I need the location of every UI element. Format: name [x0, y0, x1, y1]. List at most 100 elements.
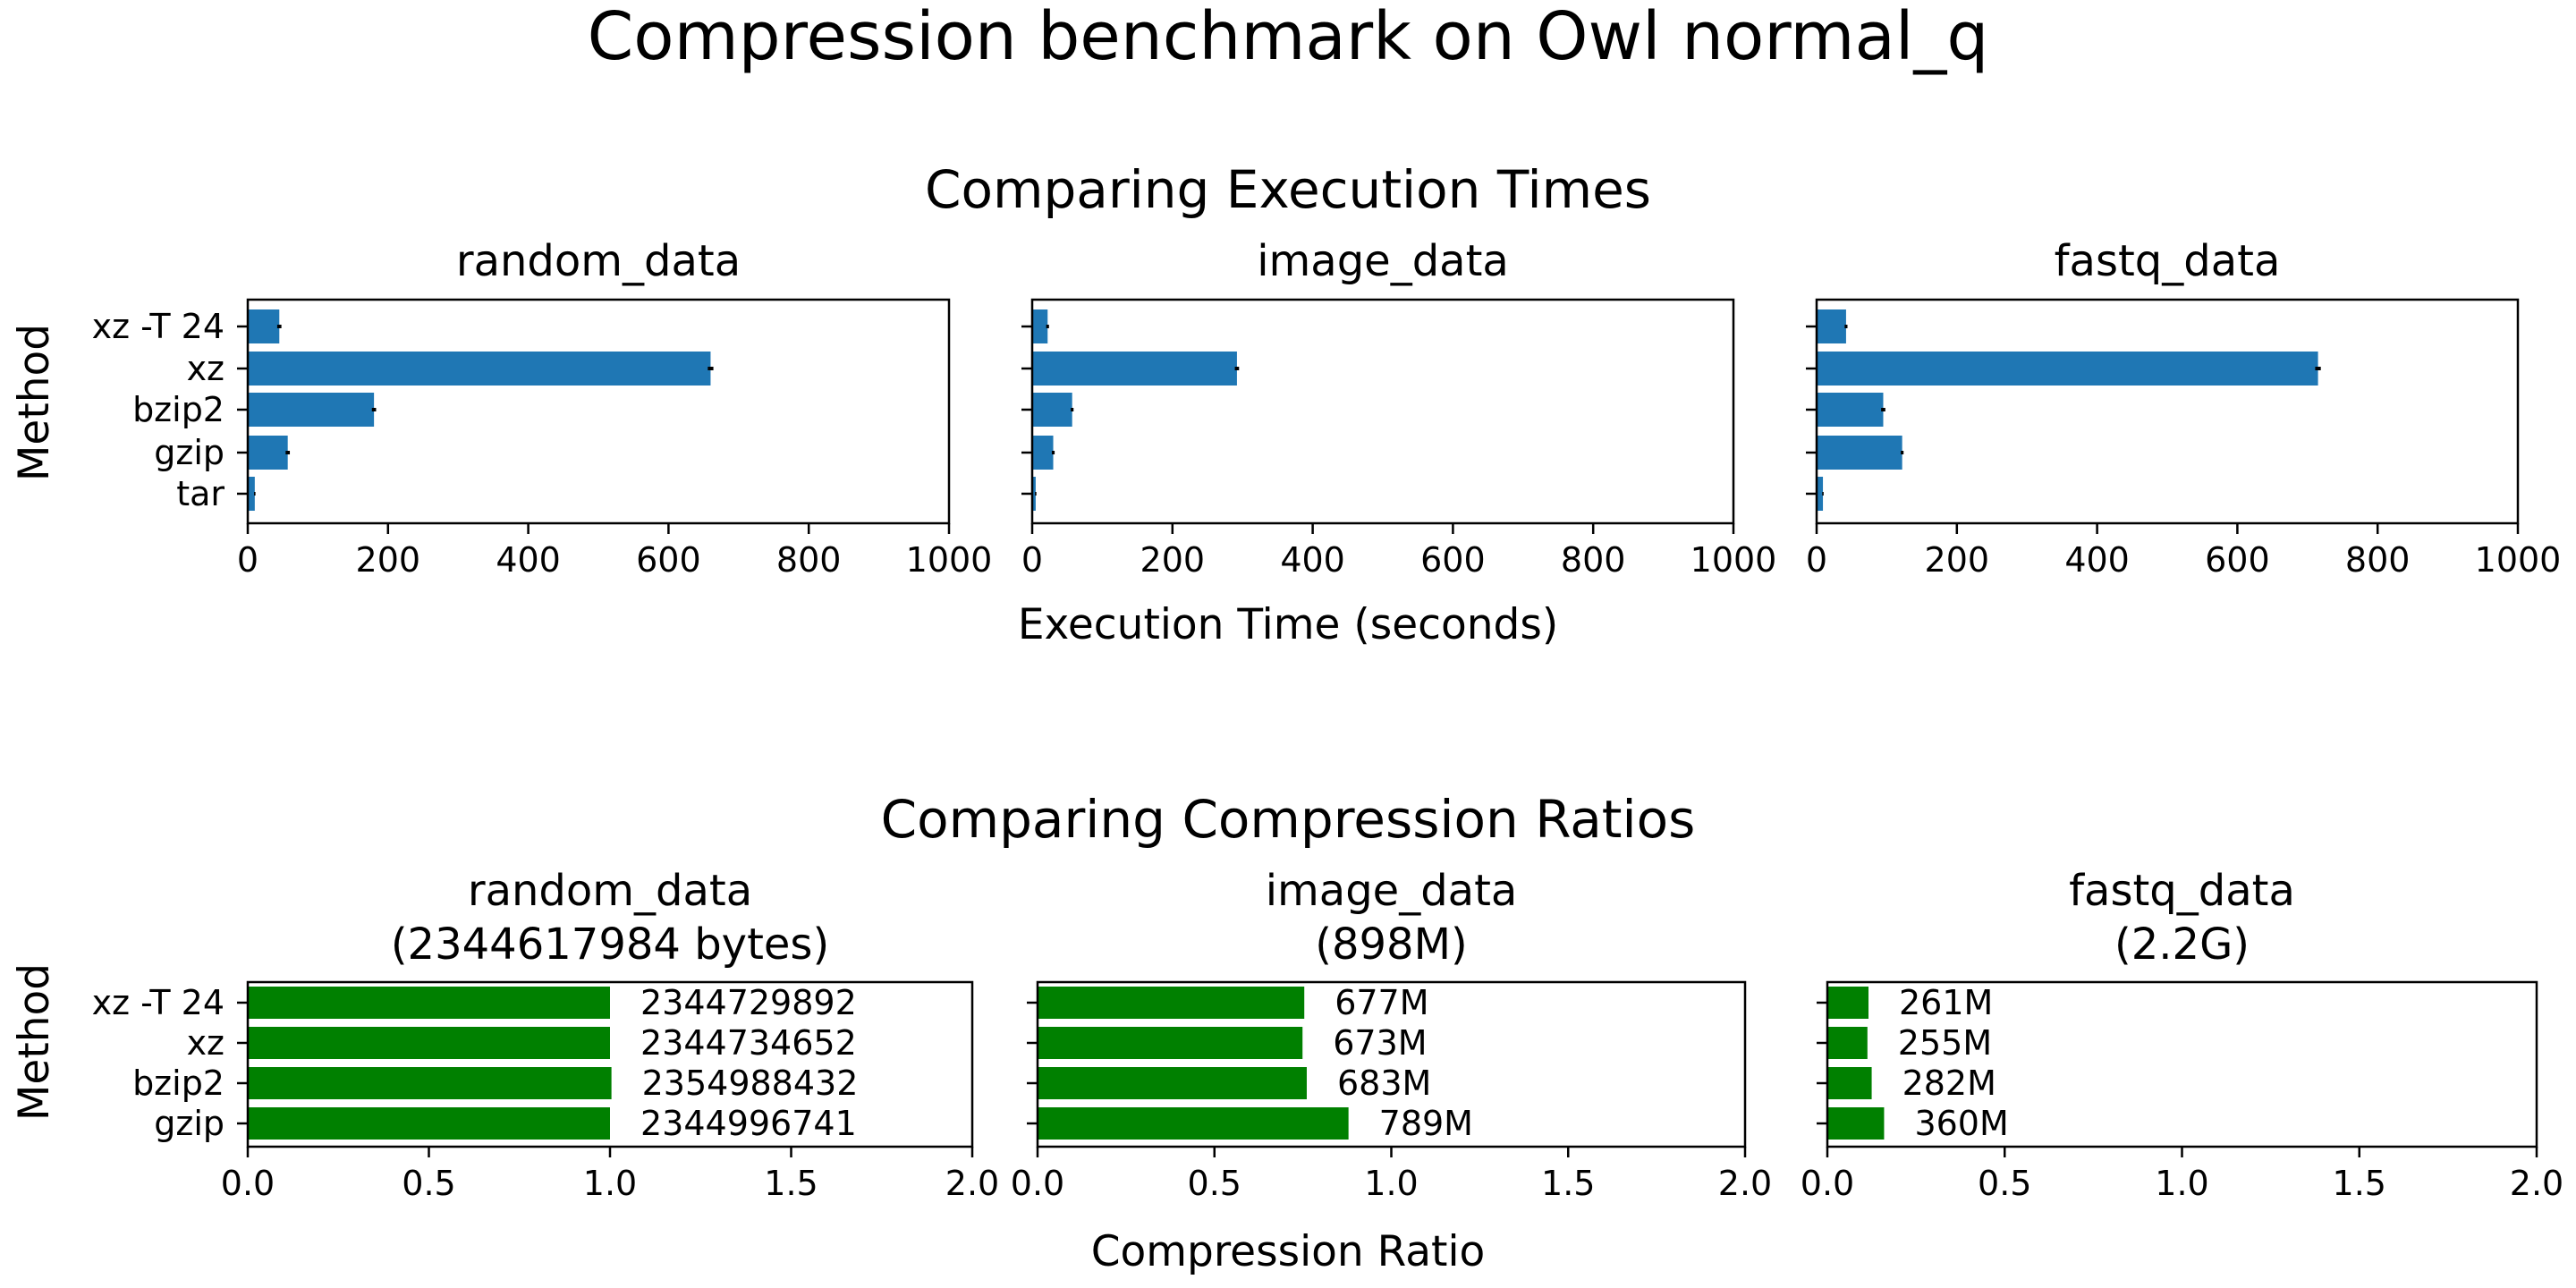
x-tick-label: 0.0	[1011, 1164, 1064, 1203]
x-tick-label: 1000	[1690, 540, 1777, 580]
data-label-xz: 673M	[1333, 1023, 1427, 1063]
x-tick-label: 600	[636, 540, 701, 580]
bar-xz	[1038, 1027, 1303, 1059]
data-label-xz: 255M	[1898, 1023, 1992, 1063]
ratios-y-axis-label: Method	[10, 963, 59, 1121]
x-tick-label: 400	[2064, 540, 2130, 580]
y-tick-label-xz-t-24: xz -T 24	[92, 307, 225, 346]
subplot-subtitle: (2344617984 bytes)	[391, 919, 829, 970]
x-tick-label: 1.0	[583, 1164, 637, 1203]
bar-tar	[1817, 477, 1824, 511]
times-x-axis-label: Execution Time (seconds)	[1018, 600, 1558, 649]
plot-frame	[246, 298, 951, 525]
subplot-subtitle: (2.2G)	[2114, 919, 2250, 970]
ratios-section-title: Comparing Compression Ratios	[881, 789, 1696, 850]
bar-gzip	[1032, 436, 1054, 470]
x-tick-label: 200	[356, 540, 421, 580]
y-tick-label-xz: xz	[187, 349, 225, 388]
bar-gzip	[1827, 1107, 1885, 1140]
y-tick-label-tar: tar	[176, 474, 225, 513]
data-label-xz-t-24: 2344729892	[640, 983, 857, 1022]
x-tick-label: 1000	[2475, 540, 2562, 580]
data-label-gzip: 789M	[1379, 1104, 1473, 1143]
bar-xz	[248, 352, 711, 386]
subplot-subtitle: (898M)	[1315, 919, 1467, 970]
plot-frame	[1815, 298, 2520, 525]
x-tick-label: 600	[1420, 540, 1486, 580]
bar-bzip2	[248, 1067, 612, 1099]
panel-ratios-random-data: random_data(2344617984 bytes) 2344729892 2…	[92, 866, 1000, 1203]
subplot-title: image_data	[1257, 236, 1509, 286]
x-tick-label: 400	[496, 540, 561, 580]
x-tick-label: 0	[1021, 540, 1043, 580]
bar-bzip2	[1038, 1067, 1307, 1099]
bar-xz-t-24	[248, 309, 280, 343]
x-tick-label: 200	[1140, 540, 1206, 580]
x-tick-label: 1000	[906, 540, 993, 580]
figure-title: Compression benchmark on Owl normal_q	[588, 0, 1989, 75]
subplot-title: fastq_data	[2069, 866, 2295, 916]
subplot-title: random_data	[456, 236, 741, 286]
bar-tar	[248, 477, 255, 511]
data-label-bzip2: 683M	[1337, 1063, 1431, 1103]
x-tick-label: 1.5	[2333, 1164, 2386, 1203]
x-tick-label: 0.0	[221, 1164, 275, 1203]
bar-xz	[248, 1027, 610, 1059]
data-label-xz-t-24: 261M	[1899, 983, 1993, 1022]
plot-frame	[1030, 298, 1735, 525]
subplot-title: fastq_data	[2055, 236, 2281, 286]
x-tick-label: 1.5	[764, 1164, 818, 1203]
times-section-title: Comparing Execution Times	[925, 159, 1651, 220]
bar-bzip2	[1817, 393, 1884, 427]
x-tick-label: 2.0	[945, 1164, 999, 1203]
x-tick-label: 0	[1806, 540, 1827, 580]
bar-xz-t-24	[1827, 987, 1868, 1019]
x-tick-label: 0.0	[1801, 1164, 1854, 1203]
data-label-xz-t-24: 677M	[1335, 983, 1428, 1022]
y-tick-label-bzip2: bzip2	[132, 1063, 225, 1103]
x-tick-label: 0.5	[402, 1164, 455, 1203]
bar-xz-t-24	[1032, 309, 1048, 343]
y-tick-label-gzip: gzip	[154, 1104, 225, 1143]
x-tick-label: 600	[2205, 540, 2270, 580]
x-tick-label: 1.5	[1541, 1164, 1595, 1203]
x-tick-label: 2.0	[1718, 1164, 1772, 1203]
bar-bzip2	[248, 393, 375, 427]
x-tick-label: 1.0	[2155, 1164, 2208, 1203]
panel-times-fastq-data: fastq_data 0 200 400 600 800 1000	[1806, 236, 2561, 580]
y-tick-label-gzip: gzip	[154, 433, 225, 472]
bar-bzip2	[1827, 1067, 1872, 1099]
x-tick-label: 1.0	[1364, 1164, 1418, 1203]
bar-bzip2	[1032, 393, 1072, 427]
panel-times-random-data: random_data 0 200 400 600 800 1000 xz -T 24xzbz…	[92, 236, 993, 580]
subplot-title: image_data	[1266, 866, 1518, 916]
bar-gzip	[1817, 436, 1902, 470]
x-tick-label: 400	[1280, 540, 1345, 580]
bar-tar	[1032, 477, 1036, 511]
bar-xz-t-24	[1817, 309, 1846, 343]
y-tick-label-xz: xz	[187, 1023, 225, 1063]
bar-xz	[1827, 1027, 1868, 1059]
x-tick-label: 0.5	[1978, 1164, 2031, 1203]
bar-xz	[1032, 352, 1237, 386]
y-tick-label-bzip2: bzip2	[132, 390, 225, 429]
y-tick-label-xz-t-24: xz -T 24	[92, 983, 225, 1022]
bar-gzip	[248, 436, 288, 470]
x-tick-label: 200	[1925, 540, 1990, 580]
data-label-bzip2: 2354988432	[642, 1063, 859, 1103]
bar-xz-t-24	[248, 987, 610, 1019]
x-tick-label: 800	[776, 540, 842, 580]
times-y-axis-label: Method	[10, 324, 59, 481]
bar-xz-t-24	[1038, 987, 1305, 1019]
x-tick-label: 0.5	[1188, 1164, 1241, 1203]
bar-gzip	[1038, 1107, 1349, 1140]
bar-gzip	[248, 1107, 610, 1140]
panel-times-image-data: image_data 0 200 400 600 800 1000	[1021, 236, 1776, 580]
subplot-title: random_data	[468, 866, 752, 916]
data-label-gzip: 360M	[1914, 1104, 2008, 1143]
x-tick-label: 800	[1561, 540, 1626, 580]
x-tick-label: 800	[2345, 540, 2411, 580]
